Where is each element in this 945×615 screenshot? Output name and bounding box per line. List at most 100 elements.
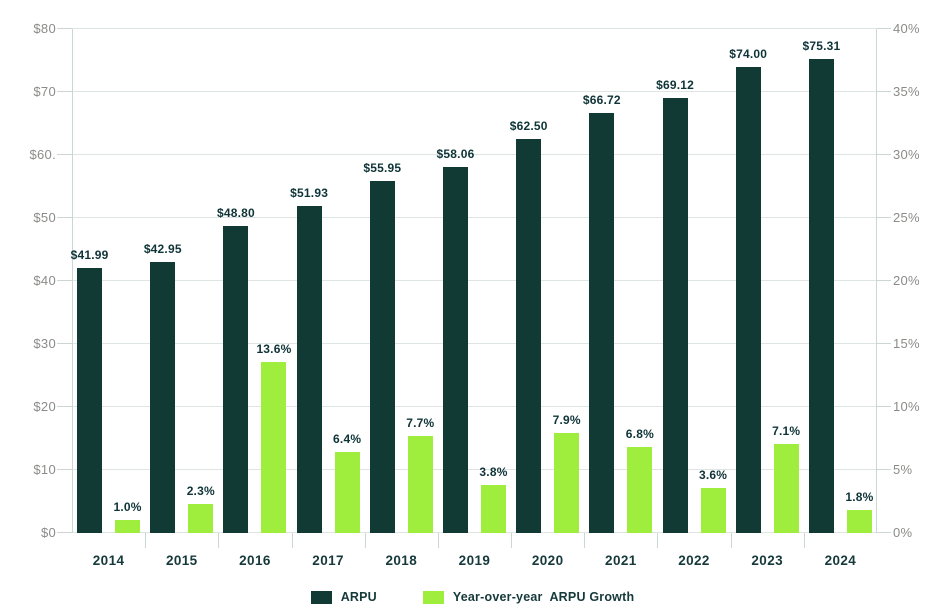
bar-group: $75.31 1.8%	[72, 29, 877, 533]
left-axis-tick	[57, 217, 72, 218]
y-axis-label-left: $30	[33, 336, 56, 351]
right-axis-tick	[877, 469, 891, 470]
x-axis-boundary-tick	[730, 533, 732, 548]
left-axis-line	[72, 29, 73, 533]
left-axis-tick	[57, 28, 72, 29]
x-axis-boundary-tick	[437, 533, 439, 548]
legend: ARPU Year-over-year ARPU Growth	[0, 590, 945, 604]
plot-area: $41.99 1.0% $42.95 2.3% $48.80 13.6% $51.93 6.4…	[57, 28, 891, 533]
x-axis-label: 2015	[165, 553, 198, 568]
growth-bar	[188, 504, 214, 533]
x-axis-boundary-tick	[511, 533, 513, 548]
arpu-value-label: $75.31	[802, 38, 841, 53]
y-axis-label-left: $50	[33, 210, 56, 225]
gridline	[72, 154, 877, 155]
bar-group: $55.95 7.7%	[72, 29, 877, 533]
right-axis-tick	[877, 406, 891, 407]
growth-value-label: 7.7%	[406, 415, 435, 430]
arpu-value-label: $69.12	[656, 77, 694, 92]
legend-label: Year-over-year ARPU Growth	[452, 590, 635, 604]
growth-value-label: 1.8%	[845, 490, 874, 505]
growth-value-label: 7.1%	[772, 423, 801, 438]
gridline	[72, 343, 877, 344]
arpu-bar	[369, 180, 395, 533]
arpu-value-label: $74.00	[729, 46, 768, 61]
bar-group: $48.80 13.6%	[72, 29, 877, 533]
x-axis-label: 2024	[824, 553, 857, 568]
arpu-value-label: $55.95	[363, 160, 402, 175]
x-axis-boundary-tick	[584, 533, 586, 548]
bar-group: $66.72 6.8%	[72, 29, 877, 533]
arpu-value-label: $66.72	[582, 92, 621, 107]
growth-value-label: 1.0%	[113, 500, 142, 515]
y-axis-label-left: $0	[40, 525, 56, 540]
gridline	[72, 217, 877, 218]
x-axis-boundary-tick	[145, 533, 147, 548]
left-axis-tick	[57, 154, 72, 155]
arpu-value-label: $41.99	[70, 248, 109, 263]
left-axis-tick	[57, 532, 72, 533]
left-axis-tick	[57, 280, 72, 281]
y-axis-label-left: $20	[33, 399, 56, 414]
y-axis-label-right: 40%	[893, 21, 920, 36]
right-axis-line	[876, 29, 877, 533]
left-axis-tick	[57, 406, 72, 407]
right-axis-tick	[877, 217, 891, 218]
arpu-bar	[150, 262, 176, 533]
growth-legend-swatch	[422, 590, 444, 604]
y-axis-label-right: 5%	[893, 462, 913, 477]
bar-group: $74.00 7.1%	[72, 29, 877, 533]
right-axis-tick	[877, 154, 891, 155]
gridline	[72, 532, 877, 533]
y-axis-label-right: 0%	[893, 525, 913, 540]
arpu-bar	[808, 58, 834, 533]
growth-value-label: 3.8%	[479, 465, 508, 480]
arpu-bar	[735, 66, 761, 533]
left-axis-tick	[57, 469, 72, 470]
growth-bar	[846, 510, 872, 533]
gridline	[72, 28, 877, 29]
left-axis-tick	[57, 91, 72, 92]
y-axis-label-right: 15%	[893, 336, 920, 351]
x-axis-label: 2020	[531, 553, 564, 568]
growth-bar	[481, 485, 506, 533]
growth-bar	[554, 433, 580, 533]
gridline	[72, 91, 877, 92]
arpu-bar	[662, 97, 688, 533]
right-axis-tick	[877, 91, 891, 92]
growth-bar	[407, 435, 433, 533]
growth-bar	[700, 487, 726, 533]
left-axis-tick	[57, 343, 72, 344]
x-axis-boundary-tick	[364, 533, 366, 548]
y-axis-label-left: $60.	[29, 147, 56, 162]
x-axis-label: 2017	[312, 553, 344, 568]
gridline	[72, 280, 877, 281]
x-axis-boundary-tick	[218, 533, 220, 548]
x-axis-label: 2023	[751, 553, 784, 568]
x-axis-label: 2018	[385, 553, 418, 568]
x-axis-boundary-tick	[803, 533, 805, 548]
right-axis-tick	[877, 28, 891, 29]
arpu-bar	[296, 205, 322, 533]
y-axis-label-left: $70	[33, 84, 56, 99]
bar-group: $41.99 1.0%	[71, 29, 877, 533]
right-axis-tick	[877, 280, 891, 281]
arpu-bar	[443, 167, 468, 533]
growth-value-label: 2.3%	[186, 484, 215, 499]
y-axis-label-right: 30%	[893, 147, 920, 162]
x-axis-boundary-tick	[657, 533, 659, 548]
y-axis-label-right: 35%	[893, 84, 920, 99]
bar-group: $42.95 2.3%	[72, 29, 877, 533]
arpu-bar	[223, 225, 249, 533]
growth-bar	[261, 361, 287, 533]
bar-group: $58.06 3.8%	[72, 29, 877, 533]
gridline	[72, 469, 877, 470]
bar-group: $62.50 7.9%	[72, 29, 877, 533]
growth-bar	[334, 452, 360, 533]
y-axis-label-left: $10	[33, 462, 56, 477]
x-axis-label: 2014	[92, 553, 125, 568]
y-axis-label-right: 25%	[893, 210, 920, 225]
bar-group: $51.93 6.4%	[72, 29, 877, 533]
growth-value-label: 6.8%	[625, 427, 654, 442]
